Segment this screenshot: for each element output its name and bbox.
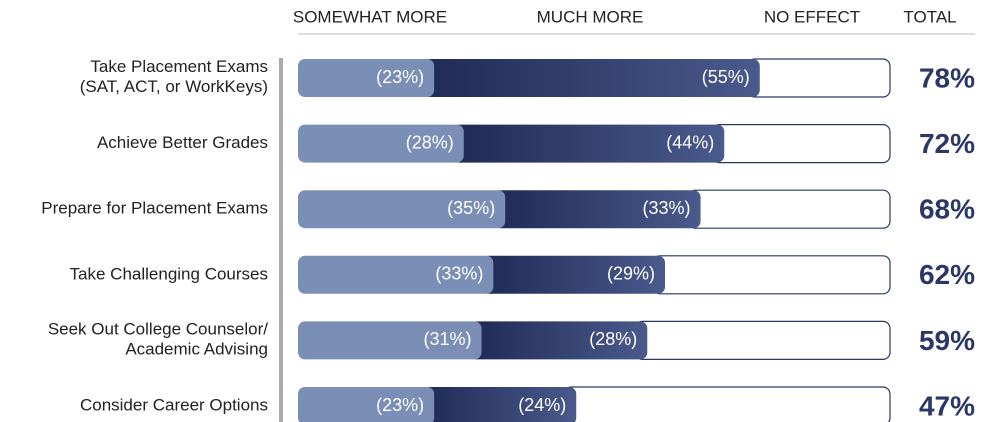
bar-segment <box>422 387 577 422</box>
bar-segment <box>711 123 891 164</box>
bar-segment <box>563 386 891 422</box>
bar-segment <box>652 255 891 295</box>
total-label: 72% <box>919 128 975 159</box>
value-label: (35%) <box>447 198 495 218</box>
legend-label: NO EFFECT <box>764 7 860 26</box>
category-label: Achieve Better Grades <box>97 133 268 152</box>
value-label: (33%) <box>643 198 691 218</box>
bar-segment <box>298 255 494 294</box>
bar-segment <box>469 321 648 360</box>
value-label: (29%) <box>607 264 655 284</box>
legend-label: MUCH MORE <box>537 7 644 26</box>
total-label: 47% <box>919 390 975 421</box>
bar-segment <box>634 320 891 360</box>
value-label: (24%) <box>518 395 566 415</box>
legend-label: SOMEWHAT MORE <box>293 7 447 26</box>
total-label: 78% <box>919 62 975 93</box>
value-label: (23%) <box>376 395 424 415</box>
value-label: (55%) <box>702 67 750 87</box>
category-label: Seek Out College Counselor/Academic Advi… <box>48 320 268 359</box>
total-label: 68% <box>919 194 975 225</box>
category-label: Take Challenging Courses <box>70 264 268 283</box>
bar-segment <box>481 255 666 294</box>
value-label: (44%) <box>666 132 714 152</box>
bar-segment <box>422 59 760 97</box>
total-label: 59% <box>919 325 975 356</box>
value-label: (33%) <box>435 264 483 284</box>
bar-segment <box>298 190 506 229</box>
value-label: (28%) <box>406 132 454 152</box>
bar-segment <box>298 124 464 163</box>
value-label: (23%) <box>376 67 424 87</box>
value-label: (31%) <box>424 329 472 349</box>
value-label: (28%) <box>589 329 637 349</box>
category-label: Consider Career Options <box>80 395 268 414</box>
bar-segment <box>298 321 482 360</box>
category-label: Take Placement Exams (SAT, ACT, or WorkKe… <box>80 57 268 96</box>
bar-segment <box>298 387 435 422</box>
bar-segment <box>451 124 725 163</box>
bar-segment <box>298 59 435 97</box>
legend-label: TOTAL <box>903 7 956 26</box>
bar-segment <box>687 189 891 229</box>
bar-segment <box>747 58 891 98</box>
category-label: Prepare for Placement Exams <box>41 199 268 218</box>
total-label: 62% <box>919 259 975 290</box>
bar-segment <box>493 190 701 229</box>
